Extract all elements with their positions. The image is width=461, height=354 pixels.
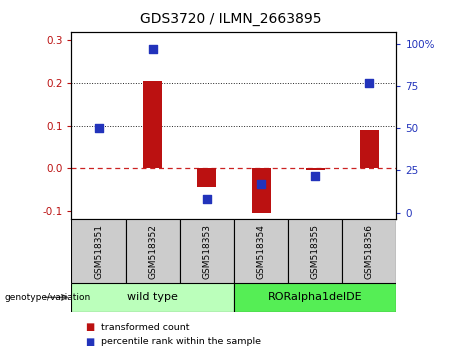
Point — [257, 181, 265, 187]
Bar — [125, 219, 180, 283]
Text: GSM518353: GSM518353 — [202, 224, 212, 279]
Bar — [71, 219, 125, 283]
Bar — [360, 130, 379, 168]
Point — [95, 125, 102, 131]
Text: ■: ■ — [85, 337, 95, 347]
Text: GSM518352: GSM518352 — [148, 224, 157, 279]
Bar — [234, 283, 396, 312]
Bar — [71, 283, 234, 312]
Point — [312, 173, 319, 178]
Text: GSM518354: GSM518354 — [256, 224, 266, 279]
Point — [149, 46, 156, 52]
Bar — [306, 168, 325, 170]
Point — [366, 80, 373, 85]
Bar — [143, 81, 162, 168]
Text: percentile rank within the sample: percentile rank within the sample — [101, 337, 261, 346]
Text: GSM518351: GSM518351 — [94, 224, 103, 279]
Text: GSM518355: GSM518355 — [311, 224, 320, 279]
Text: RORalpha1delDE: RORalpha1delDE — [268, 292, 362, 302]
Text: genotype/variation: genotype/variation — [5, 293, 91, 302]
Text: transformed count: transformed count — [101, 323, 190, 332]
Bar — [234, 219, 288, 283]
Bar — [197, 168, 216, 188]
Bar — [342, 219, 396, 283]
Bar — [180, 219, 234, 283]
Point — [203, 196, 211, 202]
Text: GSM518356: GSM518356 — [365, 224, 374, 279]
Text: wild type: wild type — [127, 292, 178, 302]
Text: ■: ■ — [85, 322, 95, 332]
Bar — [252, 168, 271, 213]
Bar — [288, 219, 342, 283]
Text: GDS3720 / ILMN_2663895: GDS3720 / ILMN_2663895 — [140, 12, 321, 27]
